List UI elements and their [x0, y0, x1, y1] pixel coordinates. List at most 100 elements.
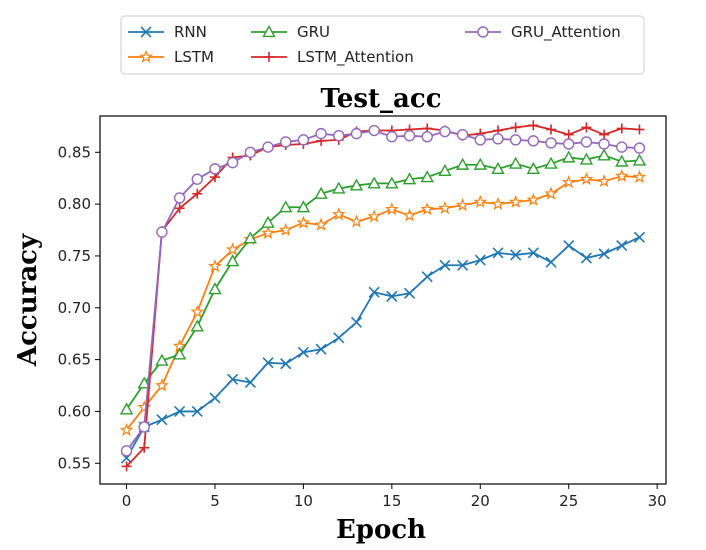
x-tick-label: 25 [559, 492, 578, 510]
legend-entry-rnn: RNN [128, 23, 207, 41]
point-lstm [632, 169, 647, 184]
point-gru-attention [226, 156, 239, 169]
series-line-gru [125, 154, 640, 410]
point-gru-attention [580, 136, 593, 148]
point-gru-attention [563, 138, 575, 150]
point-rnn [156, 414, 168, 426]
point-lstm [190, 304, 205, 318]
point-gru [597, 148, 611, 161]
point-lstm [526, 192, 541, 206]
point-lstm-attention [174, 203, 185, 214]
legend-label: GRU_Attention [511, 23, 621, 42]
point-rnn [474, 254, 486, 266]
point-rnn [598, 248, 610, 260]
legend-label: RNN [174, 23, 207, 41]
point-lstm [208, 259, 222, 273]
point-lstm-attention [546, 124, 557, 135]
axes-layer: 0 5 10 15 20 25 30 0.55 0.60 0.65 0.70 0.75 0.80 0.85 [58, 143, 667, 510]
point-lstm [597, 174, 611, 188]
point-gru [402, 172, 417, 185]
point-gru [208, 282, 222, 295]
point-rnn [439, 259, 451, 271]
point-rnn [633, 231, 646, 243]
legend-marker-lstm [139, 49, 153, 63]
point-gru-attention [439, 125, 451, 138]
point-gru [491, 161, 505, 174]
point-gru-attention [509, 134, 522, 146]
point-gru-attention [456, 128, 469, 141]
point-gru [190, 319, 204, 332]
point-lstm [544, 186, 558, 200]
point-rnn [191, 405, 203, 418]
point-gru [225, 254, 240, 267]
point-gru [119, 402, 134, 415]
y-tick-label: 0.70 [58, 299, 91, 317]
series-line-lstm [125, 175, 640, 431]
point-lstm [296, 215, 311, 229]
point-gru-attention [138, 421, 150, 433]
series-gru [119, 148, 647, 415]
x-axis-label: Epoch [336, 515, 426, 545]
point-gru [261, 215, 275, 228]
point-gru [438, 163, 452, 177]
point-lstm [614, 168, 629, 182]
point-lstm [455, 197, 470, 211]
series-lstm-attention [121, 120, 645, 472]
series-line-rnn [125, 236, 640, 459]
x-tick-label: 10 [294, 492, 313, 510]
point-lstm [314, 217, 328, 231]
y-tick-label: 0.65 [58, 351, 91, 369]
plot-frame [99, 115, 667, 485]
legend-marker-lstm-attention [264, 52, 274, 62]
point-gru [473, 157, 487, 170]
point-gru [526, 161, 541, 174]
point-lstm-attention [121, 461, 132, 472]
point-gru-attention [421, 131, 433, 143]
point-lstm-attention [510, 122, 521, 133]
point-lstm [473, 194, 488, 208]
point-rnn [333, 332, 345, 344]
point-lstm [420, 202, 435, 216]
point-gru-attention [350, 127, 363, 140]
legend-marker-gru-attention [477, 26, 489, 38]
point-gru-attention [616, 141, 628, 153]
point-gru [615, 154, 629, 167]
point-rnn [297, 346, 309, 358]
point-gru-attention [333, 129, 345, 142]
point-lstm [349, 214, 364, 228]
x-tick-label: 5 [210, 492, 220, 510]
point-gru [332, 181, 346, 194]
point-lstm [155, 378, 169, 392]
point-gru [367, 176, 381, 189]
legend-label: LSTM [174, 48, 214, 66]
point-gru [544, 156, 558, 169]
legend-marker-rnn [140, 26, 152, 38]
point-gru [579, 152, 594, 165]
point-gru-attention [120, 445, 133, 457]
point-rnn [616, 240, 628, 252]
point-gru [314, 186, 328, 199]
point-lstm [402, 208, 417, 222]
x-tick-label: 0 [122, 492, 132, 510]
y-tick-label: 0.80 [58, 195, 91, 213]
point-lstm [261, 225, 275, 239]
legend-entry-gru-attention: GRU_Attention [465, 23, 621, 42]
point-gru-attention [633, 142, 646, 154]
point-gru-attention [244, 146, 257, 158]
point-gru-attention [297, 134, 310, 146]
chart-title: Test_acc [320, 84, 441, 114]
series-gru-attention [120, 124, 646, 457]
point-lstm-attention [192, 188, 203, 199]
point-rnn [315, 343, 327, 355]
y-tick-label: 0.60 [58, 402, 91, 420]
point-gru-attention [191, 173, 203, 185]
x-tick-label: 30 [648, 492, 667, 510]
point-gru-attention [262, 141, 274, 153]
point-rnn [244, 376, 256, 388]
point-gru [296, 200, 311, 213]
point-gru-attention [386, 131, 398, 143]
point-lstm [119, 422, 134, 436]
legend-entry-gru: GRU [251, 23, 330, 41]
y-tick-label: 0.75 [58, 247, 91, 265]
point-gru-attention [527, 135, 540, 147]
